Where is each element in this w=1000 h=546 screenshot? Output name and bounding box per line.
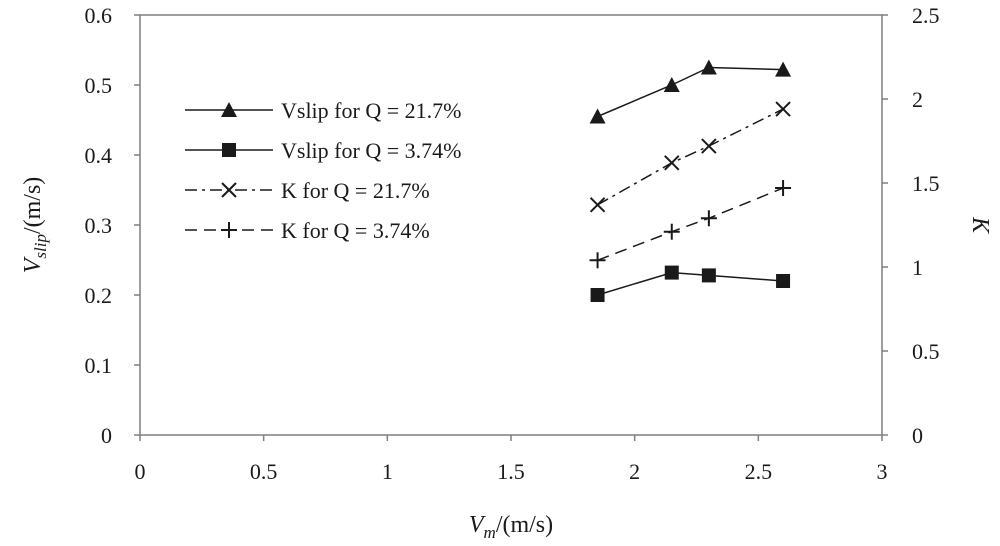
series-1: [589, 59, 792, 124]
right-y-axis-ticks: 0 0.5 1 1.5 2 2.5: [882, 3, 940, 448]
right-y-tick-label: 2: [912, 87, 923, 112]
triangle-marker: [589, 108, 606, 124]
right-y-axis-title: K: [967, 216, 993, 235]
series-line: [597, 187, 784, 261]
legend: Vslip for Q = 21.7% Vslip for Q = 3.74% K …: [185, 98, 461, 243]
legend-label: K for Q = 21.7%: [281, 178, 430, 203]
x-marker: [664, 155, 680, 171]
x-axis-title: Vm/(m/s): [469, 512, 553, 542]
series-3: [589, 101, 791, 213]
x-tick-label: 0.5: [250, 459, 278, 484]
square-marker: [776, 274, 791, 288]
left-y-axis-title: Vslip/(m/s): [20, 177, 50, 274]
left-y-tick-label: 0.4: [85, 143, 113, 168]
plus-marker: [700, 210, 717, 227]
triangle-marker: [663, 77, 680, 92]
left-y-tick-label: 0.1: [85, 353, 113, 378]
x-marker-stroke: [589, 197, 606, 213]
series-line: [597, 271, 784, 296]
triangle-marker: [221, 102, 237, 117]
legend-label: K for Q = 3.74%: [281, 218, 430, 243]
x-marker-stroke: [701, 138, 717, 154]
right-y-tick-label: 0.5: [912, 339, 940, 364]
triangle-marker: [700, 59, 717, 75]
legend-item: Vslip for Q = 3.74%: [185, 138, 461, 163]
x-marker: [221, 182, 237, 198]
legend-label: Vslip for Q = 21.7%: [281, 98, 461, 123]
right-y-tick-label: 1: [912, 255, 923, 280]
x-axis-ticks: 0 0.5 1 1.5 2 2.5 3: [135, 435, 888, 484]
left-y-tick-label: 0.6: [85, 3, 113, 28]
series-2: [590, 265, 791, 302]
plot-area: [139, 14, 883, 436]
square-marker: [664, 265, 679, 280]
square-marker: [701, 268, 716, 283]
series-line: [597, 66, 784, 118]
x-marker: [701, 138, 717, 154]
left-y-tick-label: 0.3: [85, 213, 113, 238]
legend-label: Vslip for Q = 3.74%: [281, 138, 461, 163]
series-line: [597, 108, 784, 206]
x-marker-stroke: [775, 101, 791, 117]
triangle-marker: [775, 61, 792, 77]
plus-marker: [663, 223, 680, 240]
left-y-tick-label: 0.2: [85, 283, 113, 308]
legend-item: K for Q = 3.74%: [185, 218, 430, 243]
right-y-tick-label: 0: [912, 423, 923, 448]
right-y-tick-label: 1.5: [912, 171, 940, 196]
x-marker: [775, 101, 791, 117]
series-layer: [589, 59, 792, 302]
square-marker: [222, 143, 236, 157]
x-tick-label: 1.5: [497, 459, 525, 484]
series-4: [589, 180, 792, 269]
x-tick-label: 2.5: [745, 459, 773, 484]
square-marker: [590, 288, 605, 302]
legend-item: Vslip for Q = 21.7%: [185, 98, 461, 123]
plus-marker: [589, 252, 606, 269]
left-y-axis-ticks: 0 0.1 0.2 0.3 0.4 0.5 0.6: [85, 3, 140, 448]
x-tick-label: 1: [382, 459, 393, 484]
x-tick-label: 2: [629, 459, 640, 484]
left-y-tick-label: 0.5: [85, 73, 113, 98]
x-marker-stroke: [221, 182, 237, 198]
left-y-tick-label: 0: [101, 423, 112, 448]
plus-marker: [775, 180, 792, 197]
plus-marker: [221, 222, 237, 238]
x-tick-label: 3: [877, 459, 888, 484]
legend-item: K for Q = 21.7%: [185, 178, 430, 203]
x-marker: [589, 197, 606, 213]
x-tick-label: 0: [135, 459, 146, 484]
x-marker-stroke: [664, 155, 680, 171]
right-y-tick-label: 2.5: [912, 3, 940, 28]
